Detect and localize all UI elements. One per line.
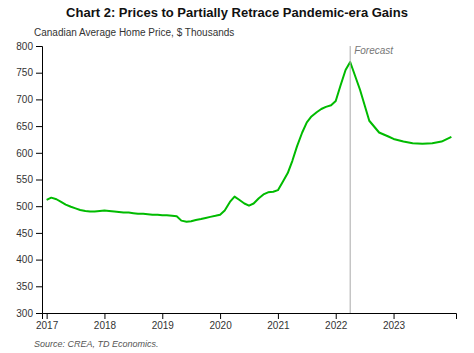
x-axis-tick-label: 2020 <box>209 320 232 331</box>
y-axis-tick-mark <box>36 233 42 234</box>
x-axis-tick-label: 2021 <box>267 320 290 331</box>
source: Source: CREA, TD Economics. <box>34 339 159 349</box>
y-axis-title: Canadian Average Home Price, $ Thousands <box>34 27 234 38</box>
x-axis-tick-mark <box>47 313 48 319</box>
y-axis-tick: 400 <box>16 254 42 265</box>
y-axis-tick: 350 <box>16 281 42 292</box>
y-axis-tick-label: 350 <box>16 281 33 292</box>
x-axis-tick-mark <box>220 313 221 319</box>
y-axis-tick-label: 400 <box>16 254 33 265</box>
y-axis-tick: 300 <box>16 308 42 319</box>
annotations: Forecast <box>354 45 394 56</box>
y-axis-tick: 500 <box>16 201 42 212</box>
x-axis-tick-mark <box>336 313 337 319</box>
title: Chart 2: Prices to Partially Retrace Pan… <box>66 5 408 20</box>
y-axis-tick-mark <box>36 286 42 287</box>
chart: 2017 2018 2019 2020 2021 2022 2023 300 350 400 450… <box>0 0 474 353</box>
y-axis-tick-label: 600 <box>16 148 33 159</box>
y-axis-line <box>36 47 43 314</box>
x-axis-tick-label: 2017 <box>36 320 59 331</box>
x-axis-tick: 2017 <box>36 313 59 331</box>
x-axis-tick-label: 2019 <box>152 320 175 331</box>
y-axis-tick: 800 <box>16 41 42 52</box>
y-axis-tick-label: 550 <box>16 174 33 185</box>
y-axis-tick: 450 <box>16 228 42 239</box>
y-axis-tick: 700 <box>16 94 42 105</box>
x-axis-tick-label: 2023 <box>383 320 406 331</box>
x-axis-tick-mark <box>162 313 163 319</box>
y-axis-tick: 600 <box>16 148 42 159</box>
plot-area: 2017 2018 2019 2020 2021 2022 2023 300 350 400 450… <box>16 41 456 331</box>
price-line <box>47 62 452 222</box>
y-axis-tick: 750 <box>16 67 42 78</box>
y-axis-tick-label: 500 <box>16 201 33 212</box>
y-axis-tick-label: 650 <box>16 121 33 132</box>
y-axis: 300 350 400 450 500 550 600 650 700 750 800 <box>16 41 42 319</box>
x-axis-tick: 2020 <box>209 313 232 331</box>
y-axis-tick-mark <box>36 126 42 127</box>
y-axis-tick-label: 700 <box>16 94 33 105</box>
y-axis-tick-label: 300 <box>16 308 33 319</box>
x-axis-tick: 2023 <box>383 313 406 331</box>
y-axis-tick: 650 <box>16 121 42 132</box>
x-axis-tick-mark <box>104 313 105 319</box>
y-axis-tick-label: 450 <box>16 228 33 239</box>
y-axis-tick: 550 <box>16 174 42 185</box>
x-axis-tick-mark <box>278 313 279 319</box>
x-axis-tick: 2019 <box>152 313 175 331</box>
forecast-line <box>350 46 351 313</box>
y-axis-tick-mark <box>36 313 42 314</box>
x-axis-line <box>43 314 457 320</box>
x-axis: 2017 2018 2019 2020 2021 2022 2023 <box>36 313 456 331</box>
x-axis-tick: 2018 <box>94 313 117 331</box>
x-axis-tick-label: 2018 <box>94 320 117 331</box>
y-axis-tick-mark <box>36 46 42 47</box>
x-axis-tick-mark <box>394 313 395 319</box>
x-axis-tick: 2021 <box>267 313 290 331</box>
x-axis-tick: 2022 <box>325 313 348 331</box>
y-axis-tick-mark <box>36 180 42 181</box>
data-layer <box>47 46 452 313</box>
y-axis-tick-mark <box>36 73 42 74</box>
y-axis-tick-label: 800 <box>16 41 33 52</box>
y-axis-tick-mark <box>36 153 42 154</box>
y-axis-tick-label: 750 <box>16 67 33 78</box>
y-axis-tick-mark <box>36 206 42 207</box>
forecast-label: Forecast <box>354 45 394 56</box>
y-axis-tick-mark <box>36 99 42 100</box>
x-axis-tick-label: 2022 <box>325 320 348 331</box>
y-axis-tick-mark <box>36 260 42 261</box>
